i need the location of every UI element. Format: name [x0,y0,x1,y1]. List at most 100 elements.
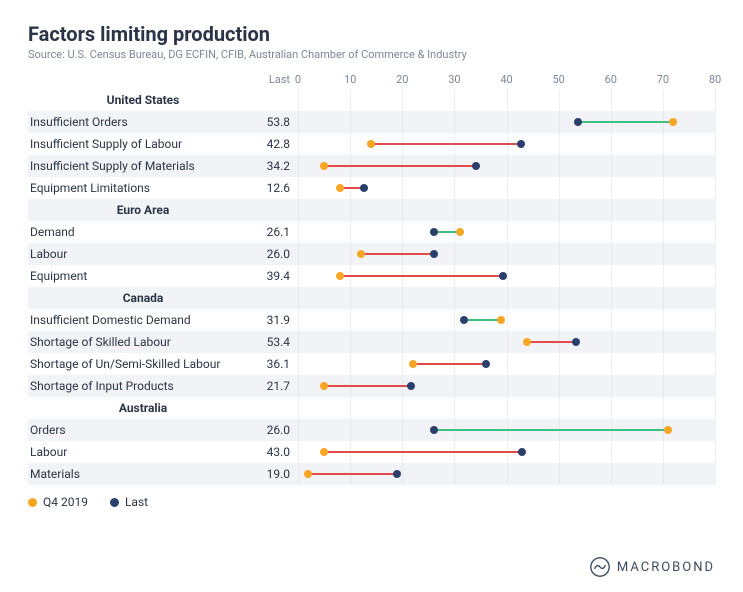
dumbbell-bar [324,385,411,387]
row-label: Demand [28,225,258,239]
row-label: Insufficient Domestic Demand [28,313,258,327]
dumbbell-bar [578,121,673,123]
x-tick: 80 [709,73,721,86]
row-label: Insufficient Supply of Labour [28,137,258,151]
col-header-last: Last [258,73,298,87]
x-tick: 40 [500,73,512,86]
data-row: Demand26.1 [28,221,715,243]
chart-area: Last 01020304050607080 United StatesInsu… [28,73,715,485]
brand-icon [589,556,611,578]
row-last-value: 21.7 [258,379,298,393]
dumbbell-bar [308,473,397,475]
dot-last [460,316,468,324]
row-label: Labour [28,445,258,459]
dot-last [572,338,580,346]
group-header: Euro Area [28,199,715,221]
chart-subtitle: Source: U.S. Census Bureau, DG ECFIN, CF… [28,48,715,61]
data-row: Insufficient Supply of Materials34.2 [28,155,715,177]
dot-q4-2019 [497,316,505,324]
dot-q4-2019 [456,228,464,236]
dot-last [499,272,507,280]
dot-q4-2019 [367,140,375,148]
x-tick: 60 [605,73,617,86]
x-tick: 20 [396,73,408,86]
column-headers: Last 01020304050607080 [28,73,715,87]
dot-q4-2019 [409,360,417,368]
data-row: Insufficient Domestic Demand31.9 [28,309,715,331]
row-last-value: 36.1 [258,357,298,371]
row-last-value: 26.0 [258,423,298,437]
legend-label: Last [125,495,148,509]
x-tick: 70 [657,73,669,86]
dot-last [472,162,480,170]
dot-last [518,448,526,456]
data-row: Shortage of Input Products21.7 [28,375,715,397]
dot-last [574,118,582,126]
x-tick: 10 [344,73,356,86]
legend: Q4 2019Last [28,495,715,509]
row-label: Shortage of Skilled Labour [28,335,258,349]
row-plot [298,111,715,133]
dumbbell-bar [464,319,501,321]
group-header: United States [28,89,715,111]
row-label: Equipment [28,269,258,283]
dot-last [517,140,525,148]
row-label: Orders [28,423,258,437]
row-label: Materials [28,467,258,481]
data-row: Equipment Limitations12.6 [28,177,715,199]
legend-swatch [28,498,37,507]
row-plot [298,331,715,353]
chart-card: Factors limiting production Source: U.S.… [0,0,743,592]
data-row: Orders26.0 [28,419,715,441]
row-label: Insufficient Orders [28,115,258,129]
dot-q4-2019 [320,448,328,456]
row-last-value: 26.1 [258,225,298,239]
brand-logo: MACROBOND [589,556,715,578]
chart-rows: United StatesInsufficient Orders53.8Insu… [28,89,715,485]
dot-q4-2019 [669,118,677,126]
dumbbell-bar [340,275,504,277]
x-tick: 50 [552,73,564,86]
row-label: Labour [28,247,258,261]
dumbbell-bar [527,341,576,343]
dumbbell-bar [324,451,522,453]
group-name: Euro Area [28,203,258,217]
dumbbell-bar [361,253,434,255]
dot-last [360,184,368,192]
data-row: Materials19.0 [28,463,715,485]
group-header: Canada [28,287,715,309]
brand-text: MACROBOND [617,560,715,575]
row-plot [298,177,715,199]
x-tick: 0 [295,73,301,86]
row-last-value: 43.0 [258,445,298,459]
row-last-value: 53.4 [258,335,298,349]
dot-last [407,382,415,390]
row-label: Shortage of Input Products [28,379,258,393]
dot-last [430,250,438,258]
row-last-value: 26.0 [258,247,298,261]
dot-q4-2019 [336,184,344,192]
row-last-value: 53.8 [258,115,298,129]
dot-last [430,426,438,434]
row-last-value: 34.2 [258,159,298,173]
group-header: Australia [28,397,715,419]
row-plot [298,265,715,287]
dot-q4-2019 [304,470,312,478]
legend-swatch [110,498,119,507]
dot-last [482,360,490,368]
dumbbell-bar [324,165,476,167]
row-plot [298,309,715,331]
row-plot [298,419,715,441]
data-row: Insufficient Supply of Labour42.8 [28,133,715,155]
row-plot [298,353,715,375]
data-row: Insufficient Orders53.8 [28,111,715,133]
group-name: Canada [28,291,258,305]
dot-q4-2019 [320,382,328,390]
chart-title: Factors limiting production [28,22,715,46]
row-plot [298,221,715,243]
row-plot [298,155,715,177]
x-tick: 30 [448,73,460,86]
dot-last [393,470,401,478]
dot-q4-2019 [664,426,672,434]
row-label: Equipment Limitations [28,181,258,195]
